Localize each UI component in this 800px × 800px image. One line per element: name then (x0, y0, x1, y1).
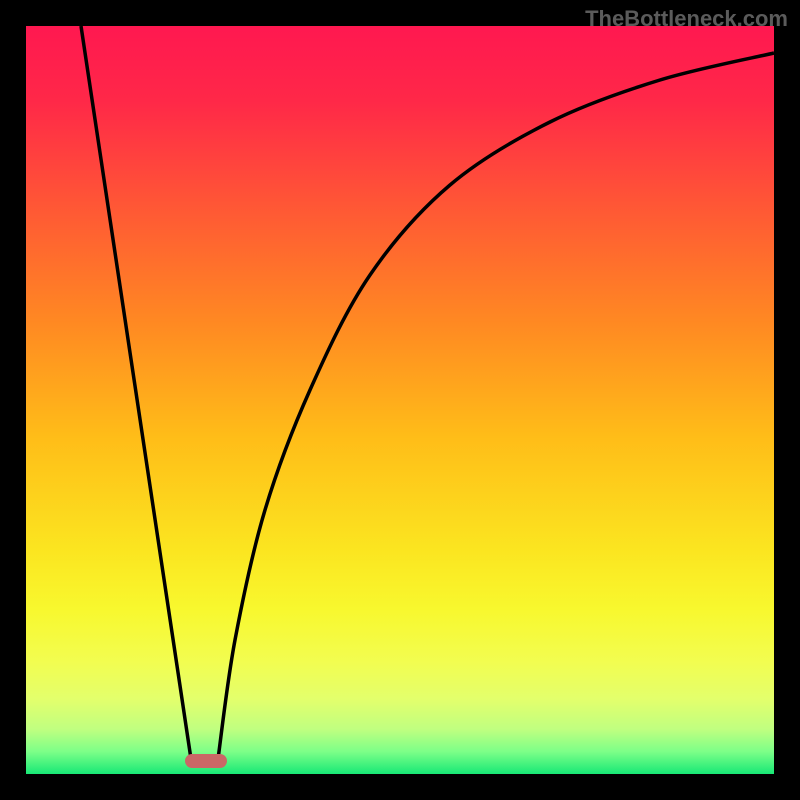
watermark-text: TheBottleneck.com (585, 6, 788, 32)
chart-svg (0, 0, 800, 800)
bottleneck-chart: TheBottleneck.com (0, 0, 800, 800)
minimum-marker (185, 754, 227, 768)
